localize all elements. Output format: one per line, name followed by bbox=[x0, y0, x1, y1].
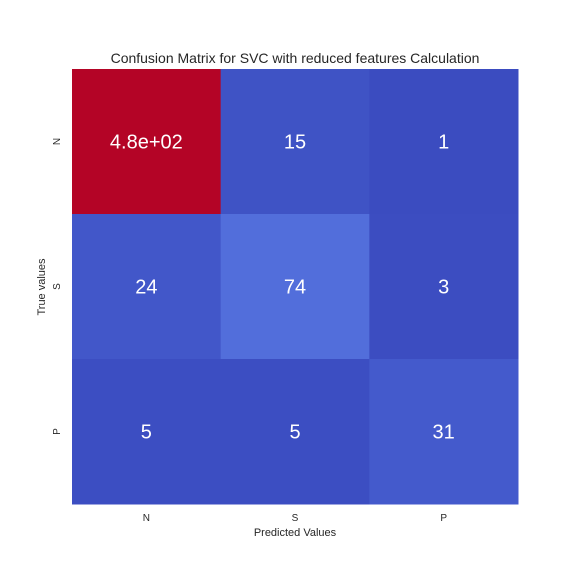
cell-annotation-P-N: 5 bbox=[141, 422, 152, 444]
cell-annotation-S-S: 74 bbox=[284, 277, 306, 299]
heatmap-cell-N-S bbox=[220, 69, 370, 215]
heatmap-cell-N-P bbox=[369, 69, 519, 215]
heatmap-cell-S-S bbox=[220, 214, 370, 360]
heatmap-cells: 4.8e+02 15 1 24 74 3 5 5 31 bbox=[72, 69, 519, 505]
heatmap-cell-P-N bbox=[72, 359, 222, 505]
chart-title: Confusion Matrix for SVC with reduced fe… bbox=[111, 50, 480, 66]
cell-annotation-N-N: 4.8e+02 bbox=[110, 132, 183, 154]
cell-annotation-S-N: 24 bbox=[135, 277, 157, 299]
cell-annotation-S-P: 3 bbox=[438, 277, 449, 299]
heatmap-cell-P-P bbox=[369, 359, 519, 505]
y-tick-labels: N S P bbox=[52, 138, 63, 435]
heatmap-cell-S-P bbox=[369, 214, 519, 360]
y-axis-label: True values bbox=[36, 258, 48, 316]
x-tick-label-S: S bbox=[292, 513, 299, 524]
x-tick-label-P: P bbox=[440, 513, 447, 524]
cell-annotation-N-S: 15 bbox=[284, 132, 306, 154]
cell-annotation-P-P: 31 bbox=[433, 422, 455, 444]
y-tick-label-P: P bbox=[52, 428, 63, 435]
x-axis-label: Predicted Values bbox=[254, 527, 337, 539]
y-tick-label-S: S bbox=[52, 283, 63, 290]
heatmap-cell-N-N bbox=[72, 69, 222, 215]
x-tick-label-N: N bbox=[143, 513, 150, 524]
cell-annotation-N-P: 1 bbox=[438, 132, 449, 154]
cell-annotation-P-S: 5 bbox=[289, 422, 300, 444]
heatmap-cell-S-N bbox=[72, 214, 222, 360]
heatmap-cell-P-S bbox=[220, 359, 370, 505]
y-tick-label-N: N bbox=[52, 138, 63, 145]
